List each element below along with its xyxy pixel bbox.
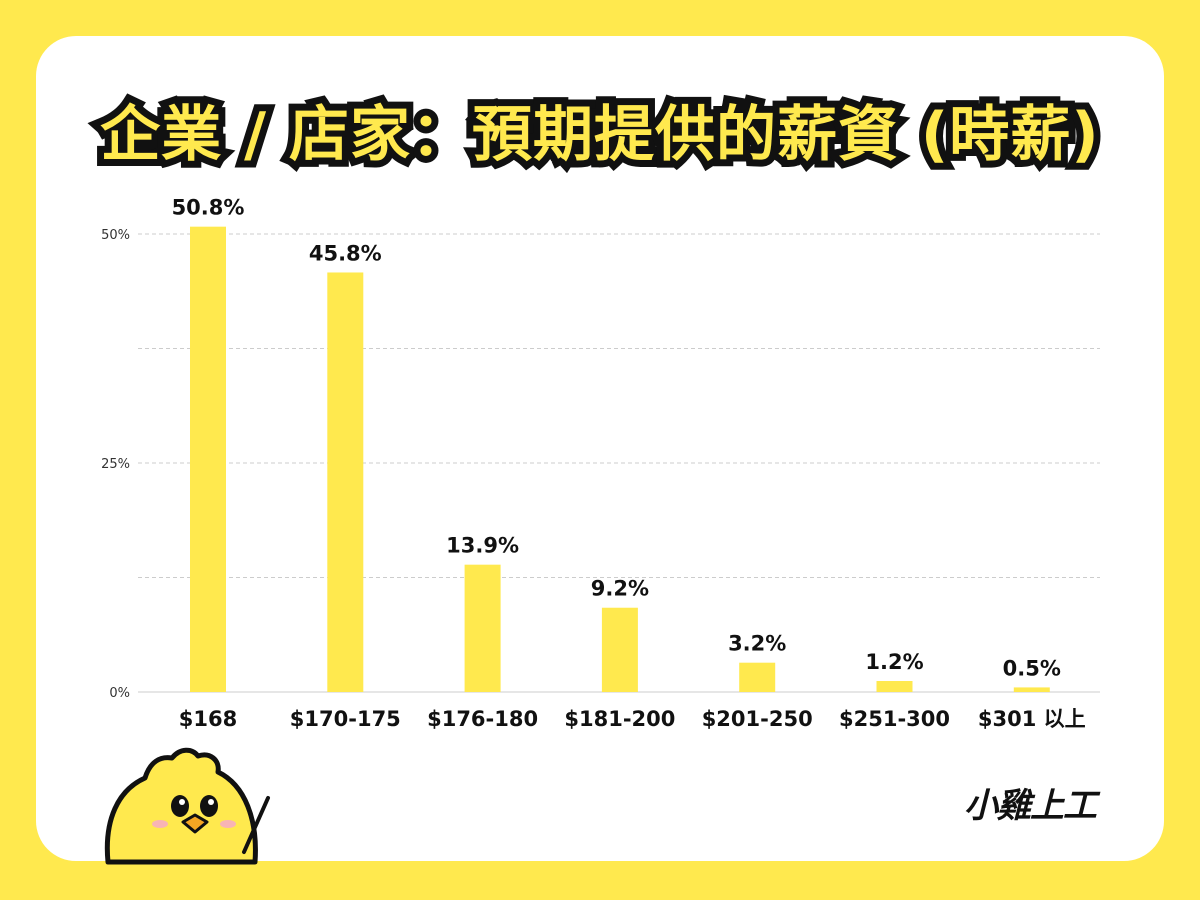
bar xyxy=(876,681,913,692)
data-label: 9.2% xyxy=(591,577,649,601)
x-category-label: $168 xyxy=(179,707,237,731)
brand-logo: 小雞上工 xyxy=(964,774,1097,827)
bar xyxy=(327,272,364,692)
x-category-label: $201-250 xyxy=(702,707,813,731)
x-category-label: $170-175 xyxy=(290,707,401,731)
data-labels: 50.8% 45.8% 13.9% 9.2% 3.2% 1.2% 0.5% xyxy=(172,196,1061,681)
y-axis-ticks: 0% 25% 50% xyxy=(101,228,130,701)
data-label: 45.8% xyxy=(309,241,382,265)
bar xyxy=(601,607,638,692)
x-axis-categories: $168 $170-175 $176-180 $181-200 $201-250 $251… xyxy=(179,707,1086,731)
data-label: 50.8% xyxy=(172,196,245,220)
x-category-label: $176-180 xyxy=(427,707,538,731)
x-category-label: $301 以上 xyxy=(978,707,1086,731)
x-category-label: $251-300 xyxy=(839,707,950,731)
data-label: 3.2% xyxy=(728,632,786,656)
bar xyxy=(190,226,226,692)
bar xyxy=(1013,687,1050,692)
x-category-label: $181-200 xyxy=(564,707,675,731)
bar xyxy=(739,662,776,692)
y-tick-label: 50% xyxy=(101,228,130,243)
chick-mascot-icon xyxy=(104,747,270,865)
data-label: 1.2% xyxy=(865,650,923,674)
bars xyxy=(190,226,1050,692)
bar xyxy=(464,564,501,692)
y-tick-label: 25% xyxy=(101,457,130,472)
brand-logo-text: 小雞上工 xyxy=(964,786,1097,826)
data-label: 13.9% xyxy=(446,534,519,558)
y-tick-label: 0% xyxy=(109,686,130,701)
data-label: 0.5% xyxy=(1003,656,1061,680)
page-title: 企業 / 店家：預期提供的薪資 (時薪) xyxy=(93,93,1105,177)
